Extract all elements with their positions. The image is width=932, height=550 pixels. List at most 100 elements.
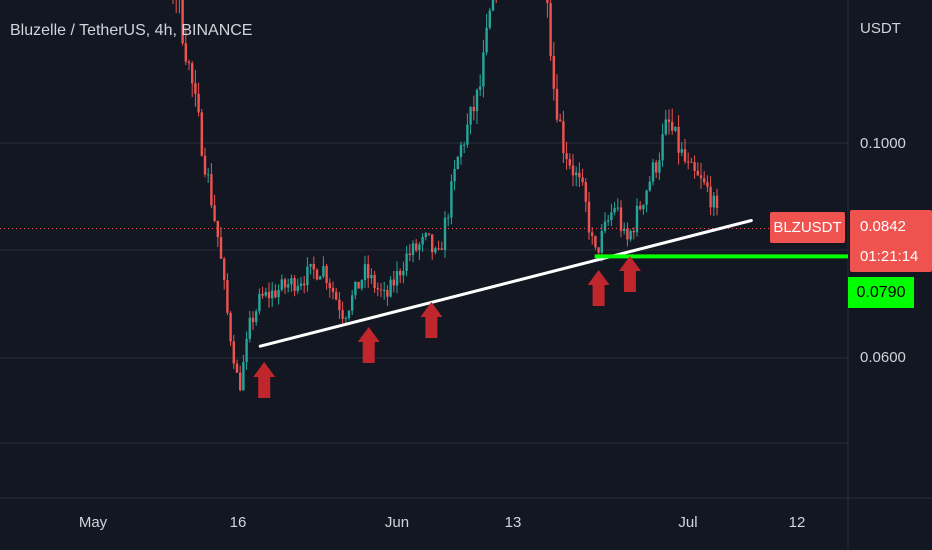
candle-body	[421, 236, 424, 245]
candle-body	[546, 0, 549, 4]
candle-body	[648, 181, 651, 191]
candle-body	[706, 182, 709, 187]
time-tick-label: 12	[788, 514, 806, 531]
time-tick-label: Jul	[678, 514, 698, 531]
candle-body	[639, 205, 642, 210]
candle-body	[357, 281, 360, 289]
candle-body	[642, 204, 645, 210]
candle-body	[427, 233, 431, 235]
candle-body	[210, 174, 213, 206]
candle-body	[613, 207, 616, 213]
candle-body	[303, 283, 306, 286]
candle-body	[392, 279, 395, 286]
candle-body	[715, 195, 719, 208]
candle-body	[306, 266, 309, 286]
candle-body	[296, 285, 299, 291]
candle-body	[399, 271, 402, 276]
candle-body	[597, 247, 600, 253]
candle-body	[287, 284, 290, 288]
candle-body	[581, 177, 584, 183]
candle-body	[549, 3, 552, 57]
candle-body	[664, 119, 667, 135]
candle-body	[200, 112, 203, 156]
candle-body	[453, 168, 456, 182]
candle-body	[389, 279, 392, 297]
candle-body	[437, 248, 440, 250]
candle-body	[290, 278, 293, 285]
candle-body	[411, 243, 415, 256]
candle-body	[347, 310, 351, 319]
candle-body	[626, 228, 629, 240]
candle-body	[226, 279, 229, 313]
candle-body	[248, 317, 251, 339]
candle-body	[194, 83, 197, 94]
candle-body	[575, 172, 578, 176]
candle-body	[360, 280, 363, 289]
last-price-value: 0.0842	[860, 218, 906, 235]
candle-body	[571, 165, 575, 176]
candle-body	[229, 312, 232, 342]
candle-body	[456, 157, 459, 169]
candle-body	[555, 88, 559, 120]
candle-body	[181, 0, 184, 44]
candle-body	[363, 264, 367, 281]
candle-body	[184, 43, 187, 62]
candle-body	[331, 288, 335, 292]
candle-body	[651, 162, 655, 182]
candle-body	[367, 264, 370, 279]
candle-body	[635, 205, 639, 233]
candle-body	[370, 274, 373, 279]
candle-body	[431, 234, 434, 253]
candle-body	[674, 126, 677, 131]
candle-body	[690, 161, 693, 163]
candle-body	[434, 248, 437, 253]
candle-body	[373, 274, 376, 289]
candle-body	[325, 266, 328, 283]
candle-body	[335, 291, 338, 300]
candle-body	[242, 361, 245, 391]
candle-body	[450, 181, 453, 218]
candle-body	[383, 290, 386, 292]
price-tick-label: 0.1000	[860, 135, 906, 152]
candle-body	[594, 235, 597, 248]
candle-body	[658, 160, 661, 173]
candle-body	[299, 283, 303, 286]
candle-body	[255, 311, 258, 323]
last-price-tag: 0.0842 01:21:14	[850, 210, 932, 272]
bar-countdown: 01:21:14	[860, 248, 919, 265]
candle-body	[485, 27, 488, 53]
candle-body	[203, 155, 207, 175]
candle-body	[712, 195, 715, 208]
candles-layer	[172, 0, 719, 392]
candle-body	[629, 230, 632, 240]
up-arrow-marker	[587, 270, 610, 306]
candle-body	[479, 86, 482, 90]
candle-body	[344, 318, 347, 320]
candle-body	[197, 93, 200, 113]
candle-body	[472, 106, 475, 112]
candle-body	[207, 174, 210, 176]
candle-body	[661, 134, 664, 161]
candle-body	[584, 182, 587, 202]
price-tick-label: 0.0600	[860, 349, 906, 366]
time-tick-label: 16	[229, 514, 247, 531]
candle-body	[213, 205, 216, 221]
symbol-price-label: BLZUSDT	[770, 212, 845, 243]
candle-body	[709, 186, 712, 208]
candle-body	[341, 310, 344, 319]
trendline	[258, 219, 753, 348]
candle-body	[655, 162, 658, 173]
candle-body	[319, 276, 322, 280]
candle-body	[283, 279, 287, 288]
candle-body	[667, 119, 671, 123]
candle-body	[280, 279, 283, 290]
candle-body	[693, 162, 696, 171]
candle-body	[671, 122, 674, 131]
candle-body	[447, 217, 450, 219]
candle-body	[475, 89, 479, 112]
candle-body	[235, 363, 239, 373]
up-arrow-marker	[618, 256, 641, 292]
candle-body	[277, 289, 280, 298]
